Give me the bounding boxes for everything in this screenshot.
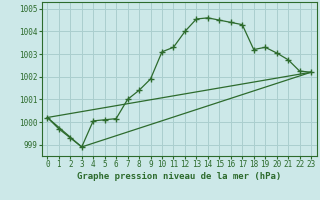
X-axis label: Graphe pression niveau de la mer (hPa): Graphe pression niveau de la mer (hPa) (77, 172, 281, 181)
